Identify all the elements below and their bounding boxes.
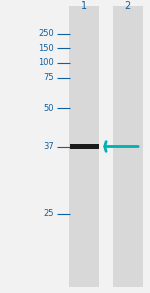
Bar bbox=[70, 144, 99, 149]
Bar bbox=[112, 6, 142, 287]
Text: 25: 25 bbox=[44, 209, 54, 218]
Bar bbox=[69, 6, 99, 287]
Text: 50: 50 bbox=[44, 104, 54, 113]
Text: 1: 1 bbox=[81, 1, 87, 11]
Text: 75: 75 bbox=[43, 73, 54, 82]
Text: 250: 250 bbox=[38, 29, 54, 38]
Text: 2: 2 bbox=[124, 1, 131, 11]
Text: 100: 100 bbox=[38, 59, 54, 67]
Text: 150: 150 bbox=[38, 44, 54, 53]
Text: 37: 37 bbox=[43, 142, 54, 151]
